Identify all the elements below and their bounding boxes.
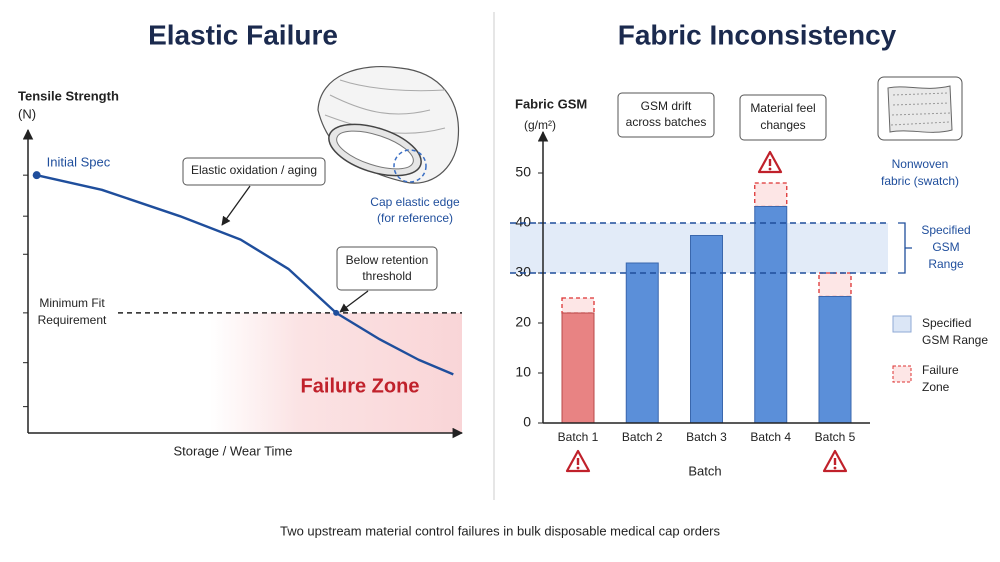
y-tick-label: 20 [515,314,531,330]
start-label: Initial Spec [47,155,111,170]
annotation-arrow [339,290,369,313]
bar [690,235,723,424]
legend-label: Zone [922,380,950,394]
y-tick-label: 50 [515,164,531,180]
warning-icon [822,449,848,473]
line [36,173,454,376]
line-chart: Tensile Strength (N) Storage / Wear Time… [18,66,460,458]
swatch-label: Nonwoven [892,157,949,171]
spec-bracket [898,222,912,274]
annotation: Material feel [750,101,815,115]
failure-outline [754,182,788,208]
spec-range-label: GSM [932,240,959,254]
y-tick-label: 40 [515,214,531,230]
annotation: across batches [626,115,707,129]
annotation: Below retention [346,253,429,267]
y-axis-label: Fabric GSM [515,96,587,111]
swatch-label: fabric (swatch) [881,174,959,188]
y-tick-label: 10 [515,364,531,380]
legend-label: Failure [922,363,959,377]
x-tick-label: Batch 4 [750,430,791,444]
bar [818,296,852,424]
failure-outline [561,297,595,314]
y-tick-label: 30 [515,264,531,280]
annotation-box [617,92,715,138]
bar [754,206,788,424]
swatch-illustration [877,76,963,141]
illustration-label: (for reference) [377,211,453,225]
bar [625,262,659,424]
x-tick-label: Batch 3 [686,430,727,444]
y-axis-label: Tensile Strength [18,88,119,103]
threshold-label: Minimum Fit [39,296,105,310]
failure-zone [210,312,462,433]
bar [561,312,595,424]
bar-chart: Fabric GSM (g/m²) Batch GSM drift across… [515,76,988,478]
caption: Two upstream material control failures i… [280,523,721,538]
spec-range-label: Specified [921,223,970,237]
legend-swatch [892,365,912,383]
annotation-arrow [221,185,251,226]
annotation-box [336,246,438,291]
failure-zone-label: Failure Zone [301,375,420,397]
x-tick-label: Batch 2 [622,430,663,444]
x-tick-label: Batch 5 [815,430,856,444]
annotation-box [182,157,326,186]
annotation: changes [760,118,805,132]
x-axis-label: Storage / Wear Time [174,443,293,458]
threshold-point [333,309,340,316]
x-axis-label: Batch [688,463,721,478]
y-axis-label: (g/m²) [524,118,556,132]
annotation: Elastic oxidation / aging [191,163,317,177]
failure-outline [818,272,852,298]
chart-title: Fabric Inconsistency [618,19,897,50]
annotation-box [739,94,827,141]
annotation: threshold [362,269,411,283]
cap-illustration [317,66,460,184]
y-axis-label: (N) [18,106,36,121]
annotation: GSM drift [641,99,692,113]
illustration-label: Cap elastic edge [370,195,460,209]
threshold-label: Requirement [38,313,107,327]
legend-label: Specified [922,316,971,330]
x-tick-label: Batch 1 [558,430,599,444]
legend-swatch [892,315,912,333]
start-point [32,171,41,180]
warning-icon [565,449,591,473]
legend-label: GSM Range [922,333,988,347]
y-tick-label: 0 [523,414,531,430]
spec-range-label: Range [928,257,964,271]
chart-title: Elastic Failure [148,19,338,50]
warning-icon [757,150,783,174]
